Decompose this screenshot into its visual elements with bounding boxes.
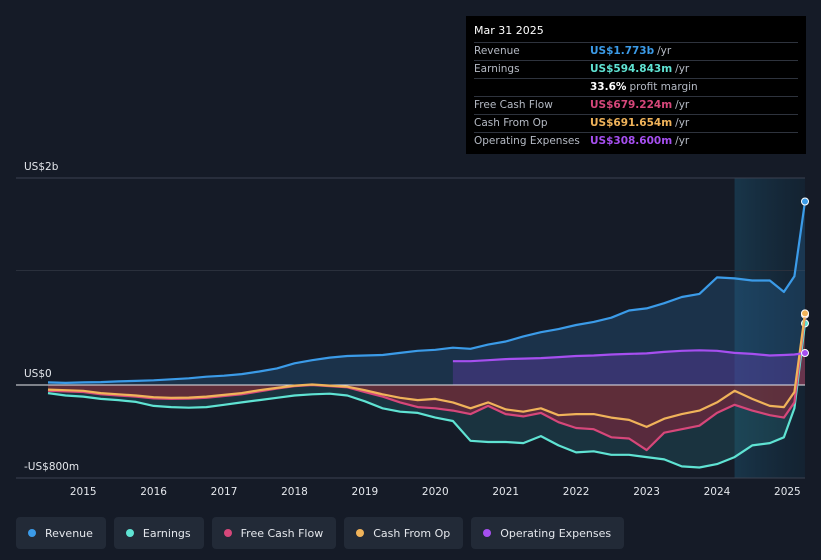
- y-tick-label: US$2b: [24, 161, 59, 173]
- tooltip-row-label: Operating Expenses: [474, 135, 580, 147]
- legend-item-earnings[interactable]: Earnings: [113, 517, 204, 549]
- end-marker-revenue: [801, 197, 809, 206]
- series-line-revenue: [47, 201, 807, 384]
- tooltip-row-unit: /yr: [675, 63, 690, 75]
- tooltip-row-label: Revenue: [474, 45, 520, 57]
- tooltip-row-unit: /yr: [675, 99, 690, 111]
- legend-label: Earnings: [142, 526, 191, 540]
- y-tick-label: US$0: [24, 368, 52, 380]
- tooltip-row-unit: /yr: [675, 135, 690, 147]
- x-tick-label: 2019: [352, 486, 379, 498]
- x-tick-label: 2025: [774, 486, 801, 498]
- x-tick-label: 2023: [633, 486, 660, 498]
- tooltip-row-value: 33.6%: [590, 81, 627, 93]
- tooltip-row: Revenue US$1.773b/yr: [474, 43, 798, 61]
- tooltip-row-unit: /yr: [675, 117, 690, 129]
- series-line-operating-expenses: [452, 349, 806, 363]
- tooltip-date: Mar 31 2025: [474, 24, 798, 43]
- area-free-cash-flow: [48, 314, 805, 451]
- x-tick-label: 2016: [140, 486, 167, 498]
- data-tooltip: Mar 31 2025 Revenue US$1.773b/yr Earnings U…: [466, 16, 806, 154]
- y-tick-label: -US$800m: [24, 461, 79, 473]
- tooltip-row-unit: profit margin: [629, 81, 698, 93]
- legend-dot-icon: [483, 529, 492, 537]
- tooltip-row-value: US$691.654m: [590, 117, 673, 129]
- legend-label: Operating Expenses: [500, 526, 612, 540]
- tooltip-row-unit: /yr: [657, 45, 672, 57]
- x-tick-label: 2022: [563, 486, 590, 498]
- tooltip-row: Free Cash Flow US$679.224m/yr: [474, 97, 798, 115]
- legend-item-cash-from-op[interactable]: Cash From Op: [344, 517, 464, 549]
- series-line-cash-from-op: [47, 313, 807, 428]
- tooltip-row-value: US$594.843m: [590, 63, 673, 75]
- x-tick-label: 2020: [422, 486, 449, 498]
- x-tick-label: 2024: [704, 486, 731, 498]
- tooltip-row: Cash From Op US$691.654m/yr: [474, 115, 798, 133]
- legend-dot-icon: [356, 529, 365, 537]
- tooltip-row: Operating Expenses US$308.600m/yr: [474, 133, 798, 150]
- legend-dot-icon: [223, 529, 232, 537]
- tooltip-row-label: [474, 79, 590, 96]
- tooltip-row-value: US$308.600m: [590, 135, 673, 147]
- highlight-band: [734, 178, 805, 478]
- end-marker-cash-from-op: [801, 309, 809, 318]
- legend-label: Revenue: [45, 526, 93, 540]
- x-tick-label: 2017: [211, 486, 238, 498]
- legend-label: Free Cash Flow: [240, 526, 324, 540]
- tooltip-row-label: Free Cash Flow: [474, 99, 553, 111]
- legend-label: Cash From Op: [373, 526, 451, 540]
- tooltip-row-label: Cash From Op: [474, 117, 548, 129]
- tooltip-row: Earnings US$594.843m/yr: [474, 61, 798, 79]
- legend-item-revenue[interactable]: Revenue: [16, 517, 106, 549]
- area-cash-from-op: [48, 313, 805, 427]
- x-tick-label: 2015: [70, 486, 97, 498]
- tooltip-row-label: Earnings: [474, 63, 520, 75]
- tooltip-row-value: US$679.224m: [590, 99, 673, 111]
- legend-dot-icon: [28, 529, 36, 537]
- tooltip-row: 33.6% profit margin: [474, 79, 798, 97]
- area-revenue: [48, 201, 805, 385]
- end-marker-operating-expenses: [801, 349, 809, 358]
- legend-item-free-cash-flow[interactable]: Free Cash Flow: [211, 517, 337, 549]
- x-tick-label: 2021: [492, 486, 519, 498]
- legend-item-operating-expenses[interactable]: Operating Expenses: [471, 517, 625, 549]
- chart-legend: Revenue Earnings Free Cash Flow Cash From O…: [16, 517, 625, 549]
- series-line-earnings: [47, 323, 807, 469]
- tooltip-row-value: US$1.773b: [590, 45, 655, 57]
- legend-dot-icon: [125, 529, 134, 537]
- x-tick-label: 2018: [281, 486, 308, 498]
